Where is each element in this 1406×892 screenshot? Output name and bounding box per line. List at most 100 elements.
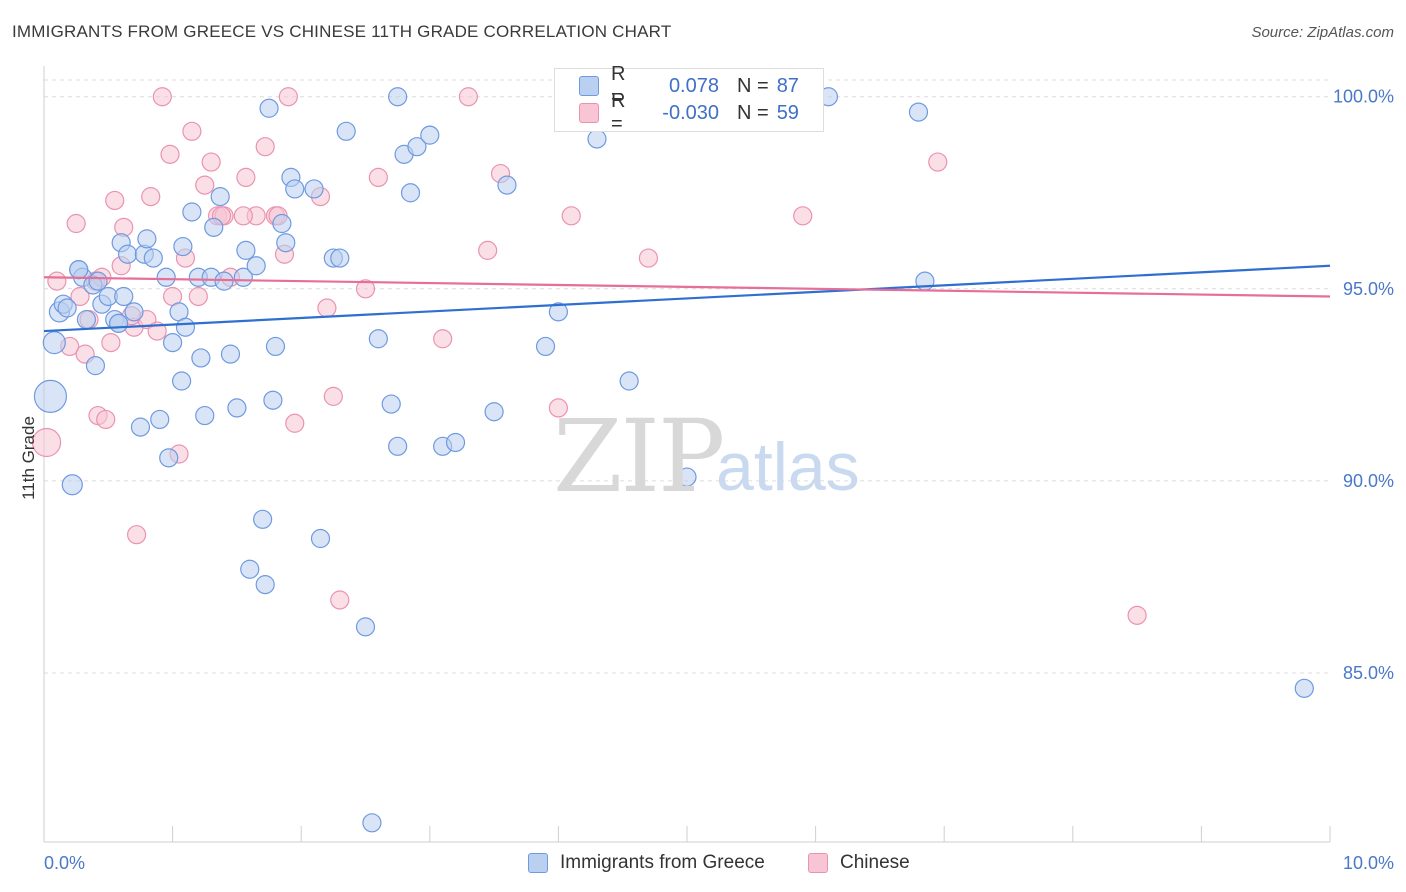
- y-tick-label: 95.0%: [1343, 279, 1394, 299]
- point-greece: [445, 432, 466, 453]
- point-greece: [330, 248, 350, 268]
- point-chinese: [368, 167, 388, 188]
- point-greece: [535, 336, 556, 357]
- point-chinese: [96, 409, 116, 430]
- point-chinese: [478, 240, 498, 260]
- point-greece: [1294, 678, 1314, 698]
- point-greece: [42, 330, 66, 355]
- point-greece: [172, 371, 192, 391]
- point-chinese: [201, 152, 221, 172]
- point-greece: [61, 474, 83, 496]
- point-greece: [368, 329, 388, 349]
- legend-item-chinese[interactable]: Chinese: [808, 852, 910, 874]
- point-greece: [85, 356, 106, 376]
- point-chinese: [1127, 605, 1147, 625]
- point-chinese: [236, 167, 256, 188]
- point-greece: [108, 313, 129, 333]
- trend-line-chinese: [43, 276, 1331, 298]
- x-tick-label: 0.0%: [44, 853, 85, 873]
- point-greece: [137, 229, 157, 249]
- point-greece: [388, 436, 408, 456]
- point-chinese: [182, 121, 202, 141]
- point-greece: [182, 202, 202, 222]
- point-greece: [304, 179, 324, 199]
- point-chinese: [70, 286, 90, 307]
- point-greece: [124, 302, 144, 322]
- legend-r-value: -0.030: [662, 101, 719, 124]
- point-greece: [285, 179, 305, 199]
- point-greece: [497, 175, 517, 195]
- point-greece: [204, 217, 224, 237]
- legend-swatch-pink: [579, 103, 599, 123]
- point-greece: [263, 390, 283, 410]
- point-greece: [400, 183, 421, 203]
- legend-r-value: 0.078: [668, 74, 719, 97]
- scatter-points: [31, 87, 1314, 833]
- point-greece: [265, 336, 286, 357]
- point-chinese: [47, 271, 67, 291]
- point-chinese: [278, 87, 298, 107]
- point-greece: [227, 398, 247, 418]
- point-chinese: [323, 386, 343, 406]
- legend-item-greece[interactable]: Immigrants from Greece: [528, 852, 765, 874]
- point-chinese: [195, 175, 215, 195]
- legend-swatch-pink: [808, 853, 828, 873]
- point-greece: [255, 575, 275, 595]
- point-greece: [310, 528, 331, 549]
- legend-r-label: R =: [611, 63, 626, 108]
- point-greece: [233, 267, 253, 287]
- point-chinese: [355, 279, 376, 299]
- point-greece: [163, 332, 183, 353]
- point-greece: [388, 87, 408, 107]
- point-greece: [240, 559, 260, 579]
- point-chinese: [152, 87, 172, 107]
- x-tick-label: 10.0%: [1343, 853, 1394, 873]
- point-chinese: [638, 248, 659, 268]
- legend-label-chinese: Chinese: [840, 852, 910, 873]
- point-greece: [677, 467, 697, 487]
- point-chinese: [188, 286, 208, 307]
- point-chinese: [317, 298, 337, 318]
- point-greece: [191, 348, 211, 368]
- point-greece: [355, 617, 376, 637]
- point-chinese: [126, 525, 147, 545]
- point-greece: [407, 137, 427, 157]
- point-greece: [484, 402, 504, 422]
- point-greece: [619, 371, 639, 391]
- point-chinese: [433, 329, 453, 349]
- point-chinese: [330, 590, 350, 610]
- grid: [44, 79, 1330, 674]
- point-greece: [76, 309, 97, 330]
- point-greece: [88, 271, 108, 291]
- point-chinese: [160, 144, 180, 164]
- point-greece: [259, 98, 279, 118]
- point-chinese: [255, 137, 275, 157]
- point-greece: [33, 379, 68, 413]
- point-chinese: [548, 398, 569, 418]
- point-greece: [220, 344, 241, 364]
- point-greece: [362, 813, 382, 833]
- legend-row-greece: R = 0.078 N = 87: [579, 63, 799, 108]
- point-greece: [276, 233, 296, 253]
- point-chinese: [31, 427, 62, 458]
- legend-n-label: N =: [737, 101, 769, 124]
- series-legend: Immigrants from Greece Chinese: [0, 852, 1406, 878]
- legend-label-greece: Immigrants from Greece: [560, 852, 765, 873]
- point-greece: [175, 317, 196, 337]
- legend-r-label: R =: [611, 90, 626, 135]
- point-greece: [117, 244, 138, 264]
- y-tick-label: 90.0%: [1343, 471, 1394, 491]
- y-axis-label: 11th Grade: [19, 416, 38, 500]
- source-label: Source: ZipAtlas.com: [1251, 24, 1394, 41]
- point-greece: [143, 248, 163, 268]
- trend-line-greece: [43, 264, 1331, 333]
- point-chinese: [793, 206, 813, 226]
- point-greece: [159, 448, 179, 468]
- point-greece: [420, 125, 440, 145]
- point-chinese: [105, 190, 125, 211]
- legend-row-chinese: R = -0.030 N = 59: [579, 90, 799, 135]
- watermark-atlas: atlas: [716, 429, 860, 505]
- legend-n-label: N =: [737, 74, 769, 97]
- legend-swatch-blue: [528, 853, 548, 873]
- trend-lines: [43, 264, 1331, 333]
